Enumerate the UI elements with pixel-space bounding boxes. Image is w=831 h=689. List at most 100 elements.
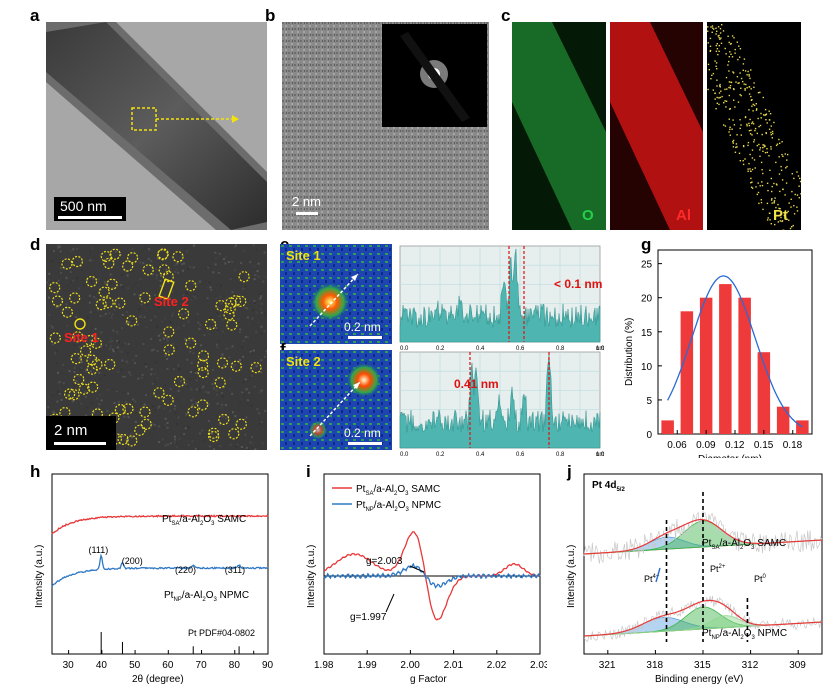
haadf-noise	[218, 339, 220, 342]
haadf-noise	[229, 278, 232, 281]
pt-dot	[742, 80, 744, 83]
haadf-noise	[75, 380, 78, 382]
xtick-label: 318	[646, 660, 663, 671]
haadf-noise	[208, 333, 210, 336]
haadf-noise	[219, 444, 222, 447]
haadf-noise	[46, 246, 49, 249]
atom-circle	[87, 381, 99, 393]
haadf-noise	[113, 308, 116, 311]
pt-dot	[748, 124, 751, 127]
pt-dot	[785, 167, 787, 169]
pt-dot	[759, 147, 762, 149]
haadf-noise	[251, 435, 254, 438]
haadf-noise	[78, 323, 81, 326]
haadf-noise	[109, 273, 112, 276]
pt-dot	[747, 168, 749, 170]
pt-dot	[766, 122, 768, 124]
atom-circle	[100, 250, 112, 263]
pt-dot	[760, 112, 762, 115]
pt-dot	[732, 139, 735, 142]
pt-dot	[755, 186, 757, 188]
pt-dot	[743, 145, 745, 148]
pt-dot	[733, 88, 735, 91]
pt-dot	[792, 224, 794, 227]
pt-dot	[752, 123, 755, 125]
pt-dot	[785, 182, 788, 184]
atom-circle	[197, 359, 209, 371]
haadf-noise	[125, 360, 128, 363]
pt-dot	[770, 223, 772, 225]
pt-dot	[788, 219, 790, 221]
haadf-noise	[74, 392, 77, 395]
pt-dot	[783, 214, 785, 217]
haadf-noise	[61, 309, 64, 312]
haadf-noise	[150, 368, 153, 371]
atom-circle	[178, 308, 190, 320]
pt-dot	[756, 132, 758, 135]
pt-dot	[730, 53, 732, 55]
haadf-noise	[266, 310, 267, 313]
pt-dot	[759, 185, 761, 187]
haadf-noise	[216, 328, 219, 331]
haadf-noise	[177, 364, 180, 367]
haadf-noise	[117, 401, 120, 404]
haadf-noise	[195, 402, 198, 405]
haadf-noise	[171, 312, 174, 315]
haadf-noise	[120, 350, 123, 353]
haadf-noise	[221, 353, 224, 356]
haadf-noise	[77, 287, 80, 290]
xps-title: Pt 4d5/2	[592, 480, 625, 493]
pt-dot	[762, 150, 764, 152]
haadf-noise	[234, 422, 237, 425]
haadf-noise	[265, 302, 267, 304]
haadf-noise	[119, 253, 122, 256]
haadf-noise	[187, 386, 190, 388]
haadf-noise	[159, 279, 162, 282]
haadf-noise	[175, 263, 178, 266]
pt-dot	[713, 28, 715, 30]
atom-circle	[102, 297, 114, 309]
pt-dot	[750, 186, 753, 188]
pt-dot	[728, 131, 730, 133]
pt-dot	[742, 160, 744, 162]
haadf-noise	[164, 444, 167, 447]
haadf-noise	[108, 386, 111, 389]
haadf-noise	[254, 448, 257, 450]
pt-dot	[751, 181, 753, 183]
atom-circle	[106, 278, 118, 290]
xtick-label: 321	[599, 660, 616, 671]
haadf-noise	[155, 267, 158, 270]
pt-dot	[744, 89, 746, 91]
haadf-noise	[177, 326, 180, 329]
haadf-noise	[242, 355, 244, 358]
haadf-noise	[76, 277, 79, 280]
haadf-noise	[73, 371, 76, 373]
haadf-noise	[154, 409, 157, 411]
pt-dot	[787, 210, 789, 213]
haadf-noise	[193, 244, 195, 247]
haadf-noise	[239, 328, 242, 331]
pt-dot	[798, 185, 800, 187]
pt-dot	[759, 91, 761, 94]
pt-dot	[734, 106, 736, 108]
haadf-noise	[126, 311, 129, 314]
haadf-noise	[140, 245, 143, 248]
haadf-noise	[91, 247, 94, 250]
haadf-noise	[203, 270, 206, 273]
pt-dot	[760, 117, 762, 119]
haadf-noise	[124, 447, 127, 450]
pt-dot	[765, 132, 767, 135]
atom-circle	[162, 394, 174, 406]
haadf-noise	[150, 349, 153, 352]
pt-dot	[770, 134, 772, 136]
haadf-noise	[79, 399, 82, 401]
haadf-noise	[178, 437, 181, 440]
haadf-noise	[137, 377, 140, 380]
haadf-noise	[191, 268, 194, 270]
haadf-noise	[244, 433, 247, 436]
haadf-noise	[264, 409, 267, 412]
pt-dot	[791, 173, 793, 175]
haadf-noise	[154, 380, 157, 383]
pt-dot	[715, 33, 717, 35]
haadf-noise	[236, 443, 239, 446]
